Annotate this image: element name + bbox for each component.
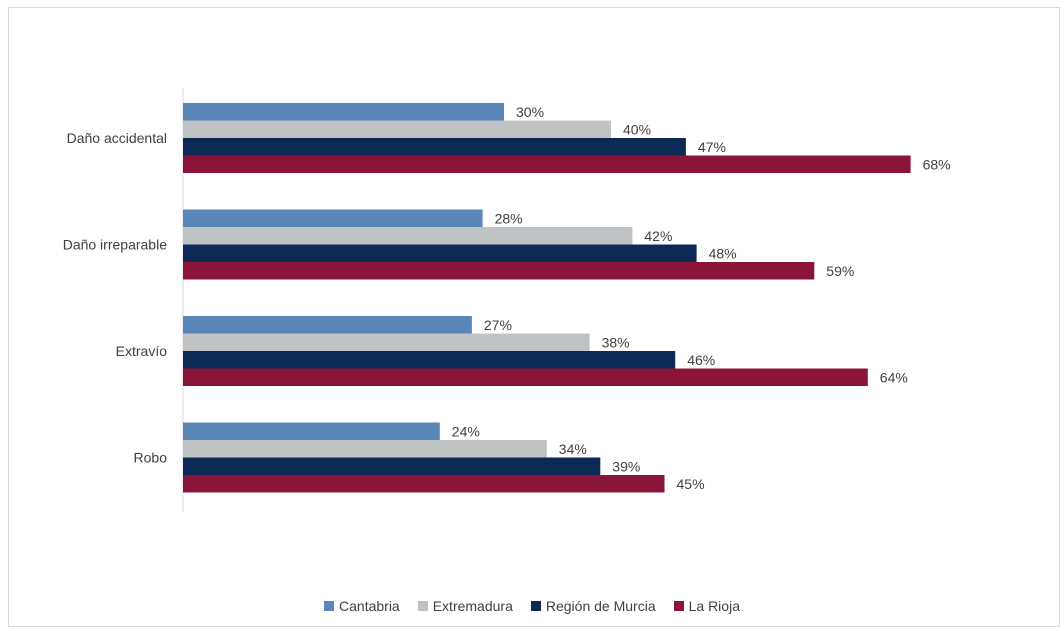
legend-label-la-rioja: La Rioja — [688, 598, 740, 614]
bar-cantabria-dano-irreparable — [183, 209, 483, 227]
data-label-region-de-murcia-dano-accidental: 47% — [698, 139, 726, 155]
category-label-extravio: Extravío — [116, 343, 168, 359]
legend-item-la-rioja: La Rioja — [673, 598, 740, 614]
chart-legend: Cantabria Extremadura Región de Murcia L… — [0, 598, 1064, 614]
data-label-region-de-murcia-robo: 39% — [612, 459, 640, 475]
data-label-cantabria-extravio: 27% — [484, 317, 512, 333]
data-label-cantabria-robo: 24% — [452, 424, 480, 440]
bar-la-rioja-dano-accidental — [183, 155, 911, 173]
category-label-dano-irreparable: Daño irreparable — [63, 237, 167, 253]
bar-region-de-murcia-robo — [183, 457, 601, 475]
legend-label-region-de-murcia: Región de Murcia — [545, 598, 656, 614]
category-label-robo: Robo — [134, 450, 168, 466]
data-label-extremadura-extravio: 38% — [602, 335, 630, 351]
bar-region-de-murcia-extravio — [183, 351, 676, 369]
legend-item-extremadura: Extremadura — [417, 598, 513, 614]
data-label-la-rioja-dano-accidental: 68% — [923, 157, 951, 173]
legend-item-cantabria: Cantabria — [324, 598, 400, 614]
bar-la-rioja-dano-irreparable — [183, 262, 815, 280]
legend-label-extremadura: Extremadura — [432, 598, 513, 614]
data-label-la-rioja-extravio: 64% — [880, 370, 908, 386]
bar-la-rioja-robo — [183, 475, 665, 493]
legend-item-region-de-murcia: Región de Murcia — [530, 598, 656, 614]
bar-cantabria-extravio — [183, 316, 472, 334]
data-label-extremadura-dano-irreparable: 42% — [644, 228, 672, 244]
data-label-cantabria-dano-accidental: 30% — [516, 104, 544, 120]
bar-cantabria-dano-accidental — [183, 103, 504, 121]
bar-region-de-murcia-dano-accidental — [183, 138, 686, 156]
data-label-extremadura-robo: 34% — [559, 441, 587, 457]
legend-label-cantabria: Cantabria — [339, 598, 400, 614]
bar-cantabria-robo — [183, 422, 440, 440]
bar-la-rioja-extravio — [183, 368, 868, 386]
data-label-la-rioja-dano-irreparable: 59% — [826, 263, 854, 279]
legend-swatch-region-de-murcia — [530, 601, 541, 611]
data-label-region-de-murcia-dano-irreparable: 48% — [709, 246, 737, 262]
legend-swatch-la-rioja — [673, 601, 684, 611]
legend-swatch-extremadura — [417, 601, 428, 611]
bar-extremadura-dano-irreparable — [183, 227, 633, 245]
data-label-cantabria-dano-irreparable: 28% — [495, 211, 523, 227]
bar-extremadura-robo — [183, 440, 547, 458]
bar-region-de-murcia-dano-irreparable — [183, 244, 697, 262]
data-label-region-de-murcia-extravio: 46% — [687, 352, 715, 368]
data-label-extremadura-dano-accidental: 40% — [623, 122, 651, 138]
category-label-dano-accidental: Daño accidental — [67, 130, 167, 146]
bar-extremadura-dano-accidental — [183, 120, 611, 138]
legend-swatch-cantabria — [324, 601, 335, 611]
bar-extremadura-extravio — [183, 333, 590, 351]
data-label-la-rioja-robo: 45% — [677, 476, 705, 492]
